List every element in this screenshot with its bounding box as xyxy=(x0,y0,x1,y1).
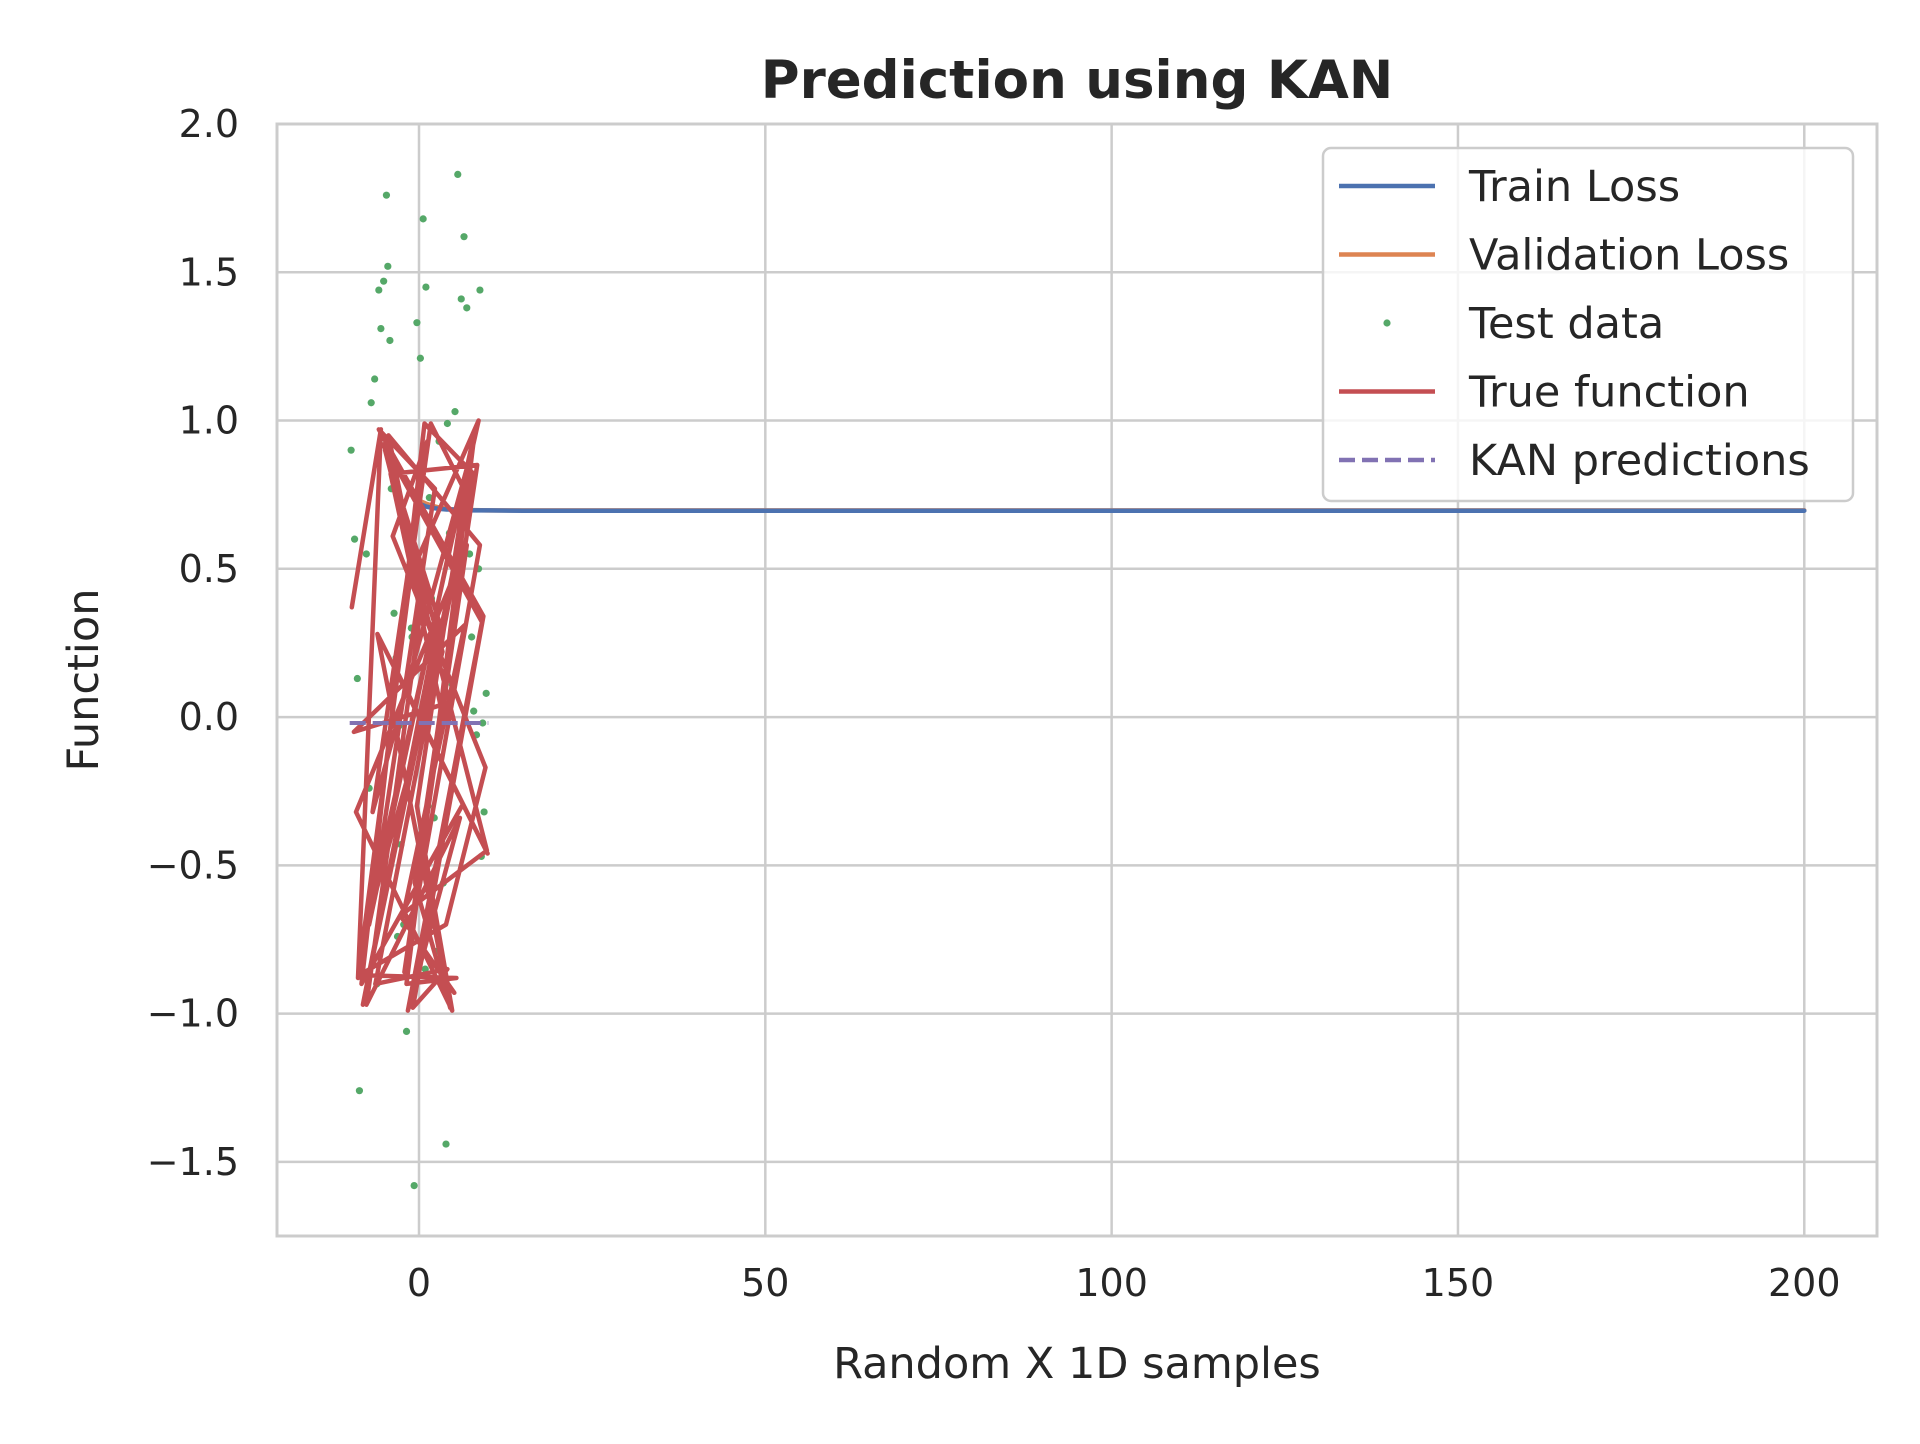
test-data-point xyxy=(382,191,391,199)
test-data-point xyxy=(390,609,398,617)
chart-title: Prediction using KAN xyxy=(761,50,1394,111)
legend-label-validation-loss: Validation Loss xyxy=(1469,231,1789,281)
x-axis-title: Random X 1D samples xyxy=(833,1339,1321,1389)
test-data-point xyxy=(375,286,383,294)
legend-label-true-function: True function xyxy=(1468,368,1750,418)
test-data-point xyxy=(347,446,355,454)
test-data-point xyxy=(451,408,459,416)
test-data-point xyxy=(413,319,421,327)
test-data-point xyxy=(410,1181,418,1190)
grid-lines xyxy=(277,122,1877,1236)
legend-label-test-data: Test data xyxy=(1468,299,1664,349)
test-data-point xyxy=(402,1027,411,1035)
test-data-point xyxy=(454,170,462,179)
x-tick-label: 100 xyxy=(1075,1261,1148,1305)
true-function-line xyxy=(349,418,490,1013)
test-data-point xyxy=(476,286,484,294)
y-tick-label: 1.0 xyxy=(179,399,239,443)
test-data-point xyxy=(371,375,379,383)
test-data-point xyxy=(457,295,465,303)
series-layer xyxy=(347,170,1807,1190)
train-loss-line xyxy=(416,501,1807,513)
legend: Train Loss Validation Loss Test data True f… xyxy=(1321,146,1855,503)
test-data-point xyxy=(367,399,375,407)
y-tick-label: 0.5 xyxy=(179,547,239,591)
legend-box xyxy=(1321,146,1855,503)
x-tick-label: 200 xyxy=(1768,1261,1841,1305)
test-data-point xyxy=(384,262,392,270)
plot-area-frame xyxy=(275,122,1879,1238)
legend-label-train-loss: Train Loss xyxy=(1468,162,1680,212)
y-tick-label: 0.0 xyxy=(179,695,239,739)
legend-label-kan-predictions: KAN predictions xyxy=(1469,436,1810,486)
y-tick-label: 1.5 xyxy=(179,250,239,294)
test-data-point xyxy=(353,674,361,683)
test-data-point xyxy=(468,633,476,641)
test-data-point xyxy=(480,808,488,816)
test-data-point xyxy=(386,336,394,345)
test-data-point xyxy=(443,419,451,428)
test-data-point xyxy=(362,550,370,558)
test-data-point xyxy=(463,304,471,312)
tick-labels: 0 50 100 150 200 2.0 1.5 1.0 0.5 0.0 −0.5 −1.0 −1.5 xyxy=(147,102,1841,1305)
test-data-point xyxy=(377,325,385,333)
test-data-point xyxy=(442,1140,450,1148)
test-data-point xyxy=(460,233,468,241)
y-tick-label: −0.5 xyxy=(147,843,239,887)
test-data-point xyxy=(419,215,427,223)
test-data-point xyxy=(422,283,430,291)
legend-swatch-test-data xyxy=(1383,319,1391,327)
x-tick-label: 0 xyxy=(407,1261,431,1305)
test-data-point xyxy=(479,719,487,727)
test-data-point xyxy=(416,354,424,362)
y-tick-label: −1.0 xyxy=(147,992,239,1036)
y-tick-label: −1.5 xyxy=(147,1140,239,1184)
x-tick-label: 50 xyxy=(741,1261,789,1305)
test-data-point xyxy=(482,689,490,697)
y-axis-title: Function xyxy=(59,589,109,772)
y-tick-label: 2.0 xyxy=(179,102,239,146)
test-data-point xyxy=(350,535,359,543)
test-data-point xyxy=(380,277,388,285)
test-data-point xyxy=(355,1087,364,1095)
test-data-point xyxy=(421,965,429,973)
test-data-point xyxy=(470,707,478,715)
x-tick-label: 150 xyxy=(1422,1261,1495,1305)
